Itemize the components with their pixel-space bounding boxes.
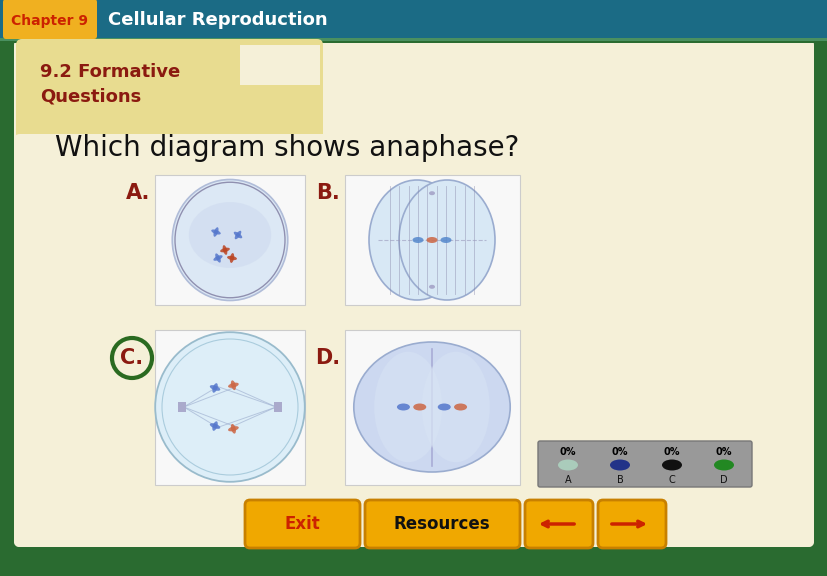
Ellipse shape bbox=[374, 352, 442, 463]
Ellipse shape bbox=[713, 460, 733, 471]
Text: D: D bbox=[719, 475, 727, 485]
Ellipse shape bbox=[212, 421, 218, 431]
Ellipse shape bbox=[437, 404, 450, 411]
Text: C: C bbox=[668, 475, 675, 485]
Ellipse shape bbox=[220, 248, 230, 252]
Text: 0%: 0% bbox=[715, 447, 731, 457]
FancyBboxPatch shape bbox=[524, 500, 592, 548]
Text: A.: A. bbox=[126, 183, 150, 203]
Ellipse shape bbox=[227, 256, 237, 260]
Ellipse shape bbox=[369, 180, 465, 300]
Text: B.: B. bbox=[316, 183, 339, 203]
FancyBboxPatch shape bbox=[538, 441, 751, 487]
Ellipse shape bbox=[213, 255, 222, 261]
FancyBboxPatch shape bbox=[365, 500, 519, 548]
Ellipse shape bbox=[234, 231, 241, 239]
Ellipse shape bbox=[428, 285, 434, 289]
Text: Cellular Reproduction: Cellular Reproduction bbox=[108, 11, 327, 29]
Ellipse shape bbox=[231, 424, 236, 434]
FancyBboxPatch shape bbox=[14, 39, 813, 547]
Ellipse shape bbox=[155, 332, 304, 482]
Text: Chapter 9: Chapter 9 bbox=[12, 14, 88, 28]
Ellipse shape bbox=[212, 383, 218, 393]
Ellipse shape bbox=[209, 423, 220, 429]
FancyBboxPatch shape bbox=[3, 0, 97, 39]
Ellipse shape bbox=[421, 352, 490, 463]
Ellipse shape bbox=[557, 460, 577, 471]
Ellipse shape bbox=[227, 426, 238, 431]
Ellipse shape bbox=[662, 460, 681, 471]
FancyBboxPatch shape bbox=[16, 39, 323, 156]
Ellipse shape bbox=[412, 237, 423, 243]
Ellipse shape bbox=[211, 229, 221, 234]
Ellipse shape bbox=[213, 228, 218, 237]
Ellipse shape bbox=[426, 237, 437, 243]
Ellipse shape bbox=[353, 342, 509, 472]
Ellipse shape bbox=[230, 253, 234, 263]
Text: A: A bbox=[564, 475, 571, 485]
Ellipse shape bbox=[231, 380, 236, 390]
Ellipse shape bbox=[396, 404, 409, 411]
Text: Questions: Questions bbox=[40, 87, 141, 105]
Text: C.: C. bbox=[120, 348, 143, 368]
Bar bbox=[178, 402, 186, 412]
FancyBboxPatch shape bbox=[597, 500, 665, 548]
Text: Which diagram shows anaphase?: Which diagram shows anaphase? bbox=[55, 134, 519, 162]
Bar bbox=[240, 45, 319, 85]
Text: B: B bbox=[616, 475, 623, 485]
Ellipse shape bbox=[609, 460, 629, 471]
Ellipse shape bbox=[233, 232, 242, 238]
FancyBboxPatch shape bbox=[14, 134, 813, 547]
FancyBboxPatch shape bbox=[245, 500, 360, 548]
Bar bbox=[0, 38, 827, 41]
Ellipse shape bbox=[189, 202, 271, 268]
Text: 0%: 0% bbox=[559, 447, 576, 457]
Text: Exit: Exit bbox=[284, 515, 319, 533]
Bar bbox=[273, 402, 281, 412]
Bar bbox=[0, 0, 827, 38]
Bar bbox=[345, 330, 519, 485]
Ellipse shape bbox=[413, 404, 426, 411]
Text: 0%: 0% bbox=[663, 447, 680, 457]
Ellipse shape bbox=[227, 382, 238, 388]
Text: Resources: Resources bbox=[393, 515, 490, 533]
Ellipse shape bbox=[172, 180, 288, 301]
Bar bbox=[345, 175, 519, 305]
Text: 0%: 0% bbox=[611, 447, 628, 457]
Ellipse shape bbox=[209, 385, 220, 391]
Ellipse shape bbox=[428, 191, 434, 195]
Bar bbox=[155, 330, 304, 485]
Text: 9.2 Formative: 9.2 Formative bbox=[40, 63, 180, 81]
Ellipse shape bbox=[399, 180, 495, 300]
Bar bbox=[0, 41, 827, 43]
Ellipse shape bbox=[440, 237, 451, 243]
Bar bbox=[155, 175, 304, 305]
Ellipse shape bbox=[222, 245, 227, 255]
Ellipse shape bbox=[453, 404, 466, 411]
Ellipse shape bbox=[215, 253, 221, 263]
Text: D.: D. bbox=[315, 348, 340, 368]
